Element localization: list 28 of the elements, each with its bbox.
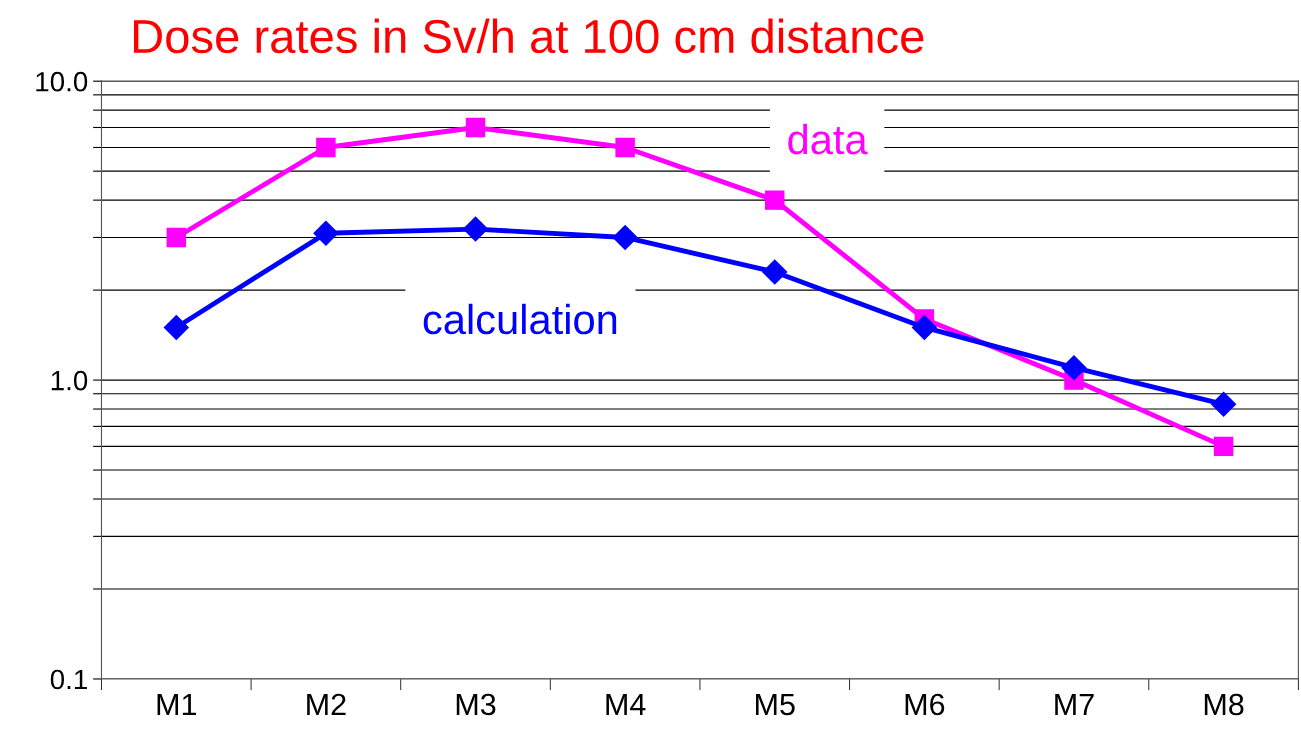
x-tick-label: M7 [1055, 693, 1094, 715]
x-tick-label: M3 [456, 693, 496, 716]
x-tick-label: M6 [905, 693, 945, 716]
point [1211, 391, 1237, 417]
x-tick-label: M4 [606, 693, 646, 715]
x-tick-label: M1 [157, 693, 197, 715]
point [765, 190, 785, 210]
series-label: data [788, 123, 868, 155]
y-tick-label: 1.0 [51, 370, 88, 391]
point [465, 117, 486, 138]
point [1061, 355, 1087, 381]
point [313, 220, 339, 246]
y-tick-label: 10.0 [36, 71, 88, 92]
x-tick-label: M5 [756, 693, 795, 716]
point [612, 224, 638, 250]
point [463, 216, 488, 242]
point [163, 314, 189, 340]
y-tick-label: 0.1 [50, 669, 87, 690]
x-tick-label: M2 [307, 693, 346, 715]
point [1213, 436, 1234, 457]
chart-title: Dose rates in Sv/h at 100 cm distance [133, 18, 924, 54]
series-label: calculation [423, 303, 617, 335]
x-tick-label: M8 [1204, 693, 1244, 716]
point [911, 314, 937, 340]
point [615, 137, 635, 158]
point [762, 259, 788, 285]
point [166, 227, 187, 248]
point [316, 137, 336, 158]
